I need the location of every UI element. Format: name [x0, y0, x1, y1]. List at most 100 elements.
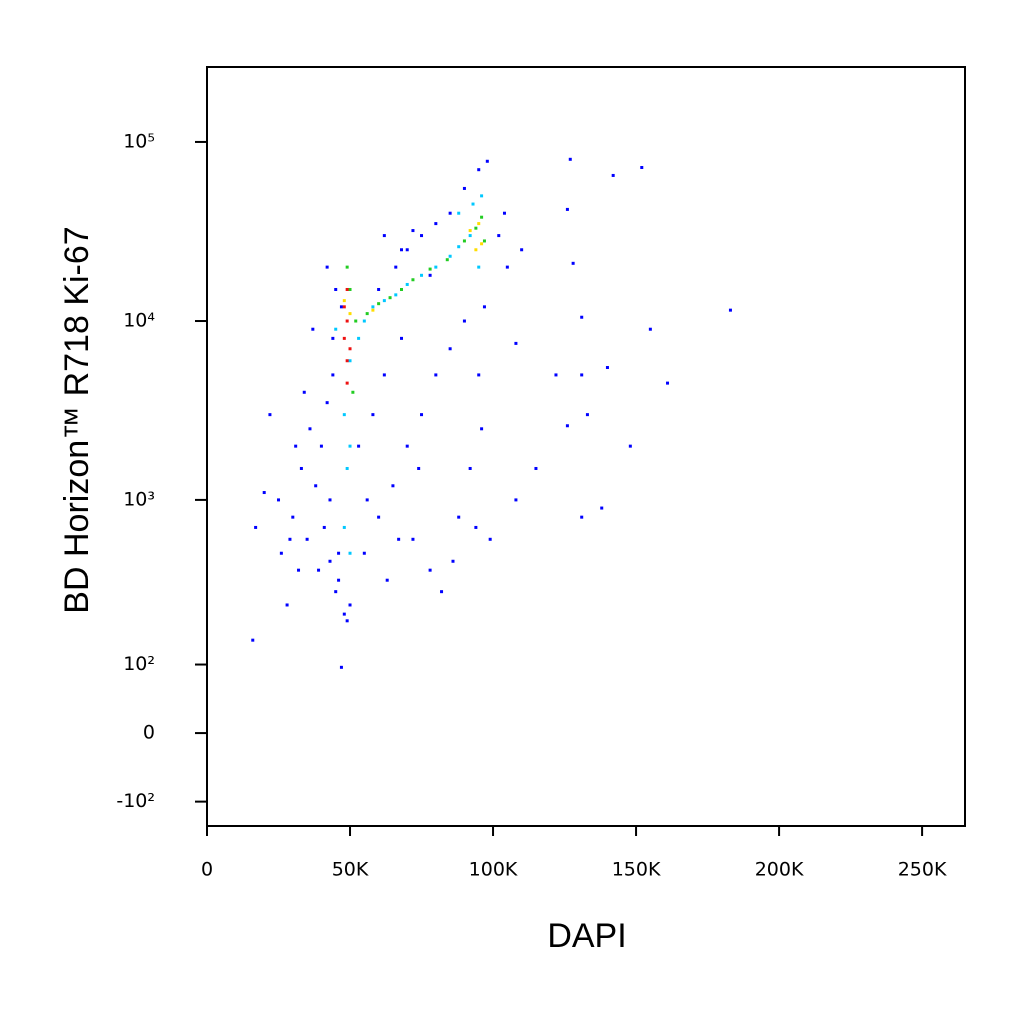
data-point — [474, 248, 478, 252]
data-point — [477, 373, 481, 377]
data-point — [342, 612, 346, 616]
data-point — [365, 498, 369, 502]
data-point — [277, 498, 281, 502]
data-point — [382, 234, 386, 238]
data-point — [462, 186, 466, 190]
x-tick-label: 250K — [898, 859, 947, 881]
data-point — [345, 287, 349, 291]
x-tick-label: 200K — [755, 859, 804, 881]
data-point — [434, 265, 438, 269]
data-point — [666, 381, 670, 385]
data-point — [640, 165, 644, 169]
y-tick-label: 10⁴ — [123, 310, 155, 332]
data-point — [342, 413, 346, 417]
data-point — [294, 444, 298, 448]
data-point — [325, 401, 329, 405]
data-point — [377, 302, 381, 306]
data-point — [288, 537, 292, 541]
y-tick-label: 10² — [123, 653, 155, 675]
data-point — [345, 381, 349, 385]
data-point — [328, 498, 332, 502]
data-point — [480, 427, 484, 431]
data-point — [317, 568, 321, 572]
data-point — [328, 559, 332, 563]
data-point — [348, 359, 352, 363]
data-point — [348, 603, 352, 607]
data-point — [471, 202, 475, 206]
data-point — [468, 229, 472, 233]
data-point — [411, 229, 415, 233]
data-point — [337, 551, 341, 555]
data-point — [348, 551, 352, 555]
x-tick-label: 100K — [469, 859, 518, 881]
data-point — [457, 245, 461, 249]
data-point — [308, 427, 312, 431]
data-point — [348, 287, 352, 291]
data-point — [554, 373, 558, 377]
data-point — [262, 491, 266, 495]
data-point — [417, 466, 421, 470]
data-point — [371, 308, 375, 312]
data-point — [420, 234, 424, 238]
data-point — [305, 537, 309, 541]
data-point — [348, 312, 352, 316]
data-point — [448, 347, 452, 351]
data-point — [342, 336, 346, 340]
data-point — [468, 466, 472, 470]
data-point — [334, 590, 338, 594]
data-point — [334, 327, 338, 331]
data-point — [428, 267, 432, 271]
data-point — [319, 444, 323, 448]
data-point — [254, 525, 258, 529]
data-point — [585, 413, 589, 417]
data-point — [480, 215, 484, 219]
y-axis-label: BD Horizon™ R718 Ki-67 — [58, 226, 96, 613]
data-point — [611, 173, 615, 177]
y-tick-label: 10³ — [123, 488, 155, 510]
data-point — [420, 413, 424, 417]
y-tick-label: 10⁵ — [123, 130, 155, 152]
data-point — [299, 466, 303, 470]
data-point — [628, 444, 632, 448]
data-point — [477, 222, 481, 226]
data-point — [345, 359, 349, 363]
data-point — [339, 665, 343, 669]
x-axis-label: DAPI — [547, 917, 626, 955]
data-point — [345, 319, 349, 323]
data-point — [728, 308, 732, 312]
data-point — [285, 603, 289, 607]
data-point — [405, 444, 409, 448]
data-point — [331, 336, 335, 340]
data-point — [605, 366, 609, 370]
data-point — [474, 226, 478, 230]
y-tick-label: -10² — [116, 790, 155, 812]
data-point — [434, 373, 438, 377]
data-point — [400, 336, 404, 340]
data-point — [580, 373, 584, 377]
data-point — [482, 305, 486, 309]
data-point — [371, 305, 375, 309]
data-point — [411, 537, 415, 541]
data-point — [342, 305, 346, 309]
data-point — [345, 265, 349, 269]
data-point — [391, 484, 395, 488]
data-point — [488, 537, 492, 541]
data-point — [428, 568, 432, 572]
data-point — [377, 515, 381, 519]
data-point — [505, 265, 509, 269]
data-point — [462, 319, 466, 323]
data-point — [251, 638, 255, 642]
data-point — [348, 444, 352, 448]
y-tick-label: 0 — [143, 722, 155, 744]
data-point — [648, 327, 652, 331]
data-point — [385, 578, 389, 582]
data-point — [514, 498, 518, 502]
data-point — [357, 444, 361, 448]
data-point — [400, 248, 404, 252]
data-point — [279, 551, 283, 555]
data-point — [411, 278, 415, 282]
x-tick-label: 0 — [201, 859, 213, 881]
data-point — [580, 515, 584, 519]
data-point — [354, 319, 358, 323]
data-point — [565, 424, 569, 428]
